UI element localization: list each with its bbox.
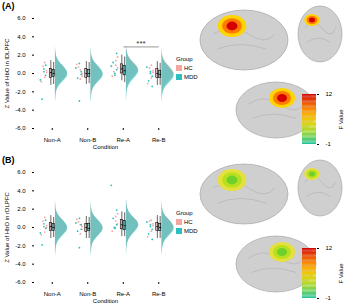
svg-text:-1: -1 bbox=[326, 295, 332, 301]
html-text:MDD: MDD bbox=[184, 228, 198, 234]
svg-text:0.0: 0.0 bbox=[17, 224, 26, 230]
svg-text:Re-A: Re-A bbox=[116, 291, 130, 297]
html-text:HC: HC bbox=[184, 65, 193, 71]
svg-text:Condition: Condition bbox=[93, 298, 118, 304]
svg-text:0.0: 0.0 bbox=[17, 70, 26, 76]
svg-text:Non-A: Non-A bbox=[44, 291, 61, 297]
svg-text:6.0: 6.0 bbox=[17, 169, 26, 175]
svg-text:Non-B: Non-B bbox=[79, 291, 96, 297]
html-text:(B): (B) bbox=[2, 155, 15, 165]
html-text:MDD: MDD bbox=[184, 74, 198, 80]
svg-text:12: 12 bbox=[326, 245, 333, 251]
svg-text:Z Value of HbO in lDLPFC: Z Value of HbO in lDLPFC bbox=[4, 38, 10, 109]
svg-text:-2.0: -2.0 bbox=[15, 89, 26, 95]
svg-text:Condition: Condition bbox=[93, 144, 118, 150]
svg-text:Re-B: Re-B bbox=[152, 291, 166, 297]
svg-text:-6.0: -6.0 bbox=[15, 125, 26, 131]
svg-text:-4.0: -4.0 bbox=[15, 107, 26, 113]
svg-text:***: *** bbox=[136, 39, 145, 48]
svg-text:6.0: 6.0 bbox=[17, 15, 26, 21]
svg-text:2.0: 2.0 bbox=[17, 52, 26, 58]
svg-text:-6.0: -6.0 bbox=[15, 279, 26, 285]
svg-text:-2.0: -2.0 bbox=[15, 243, 26, 249]
svg-text:Re-A: Re-A bbox=[116, 137, 130, 143]
html-text:Group: Group bbox=[176, 210, 193, 216]
svg-text:F Value: F Value bbox=[338, 109, 344, 130]
svg-text:-4.0: -4.0 bbox=[15, 261, 26, 267]
html-text:Group: Group bbox=[176, 56, 193, 62]
svg-text:12: 12 bbox=[326, 91, 333, 97]
svg-text:F Value: F Value bbox=[338, 263, 344, 284]
html-text:(A): (A) bbox=[2, 1, 15, 11]
svg-text:Non-B: Non-B bbox=[79, 137, 96, 143]
html-text:HC: HC bbox=[184, 219, 193, 225]
svg-text:Re-B: Re-B bbox=[152, 137, 166, 143]
svg-text:Non-A: Non-A bbox=[44, 137, 61, 143]
svg-text:4.0: 4.0 bbox=[17, 34, 26, 40]
svg-text:-1: -1 bbox=[326, 141, 332, 147]
svg-text:2.0: 2.0 bbox=[17, 206, 26, 212]
svg-text:Z Value of HbO in rDLPFC: Z Value of HbO in rDLPFC bbox=[4, 192, 10, 263]
svg-text:4.0: 4.0 bbox=[17, 188, 26, 194]
